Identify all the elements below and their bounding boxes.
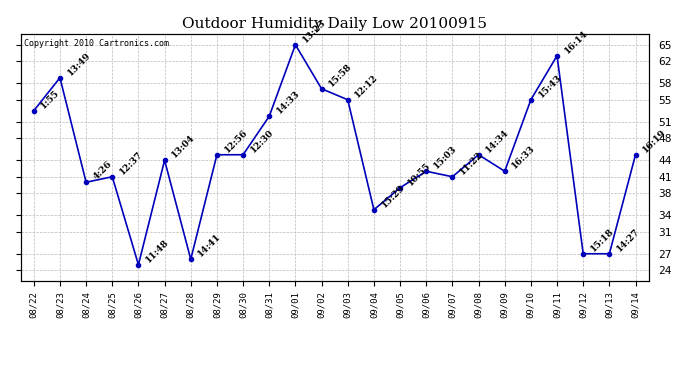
Text: 11:22: 11:22 — [458, 149, 484, 176]
Text: 10:55: 10:55 — [406, 160, 432, 187]
Text: 16:33: 16:33 — [511, 144, 537, 171]
Text: 15:58: 15:58 — [327, 61, 354, 88]
Text: 15:18: 15:18 — [589, 226, 615, 253]
Text: 15:29: 15:29 — [380, 182, 406, 209]
Title: Outdoor Humidity Daily Low 20100915: Outdoor Humidity Daily Low 20100915 — [182, 17, 487, 31]
Text: Copyright 2010 Cartronics.com: Copyright 2010 Cartronics.com — [24, 39, 169, 48]
Text: 1:55: 1:55 — [39, 88, 61, 110]
Text: 14:34: 14:34 — [484, 127, 511, 154]
Text: 14:33: 14:33 — [275, 89, 302, 116]
Text: 13:04: 13:04 — [170, 133, 197, 159]
Text: 4:26: 4:26 — [92, 159, 114, 182]
Text: 13:23: 13:23 — [301, 17, 328, 44]
Text: 16:14: 16:14 — [562, 28, 589, 55]
Text: 12:37: 12:37 — [118, 149, 144, 176]
Text: 12:30: 12:30 — [248, 128, 275, 154]
Text: 11:48: 11:48 — [144, 237, 170, 264]
Text: 13:49: 13:49 — [66, 50, 92, 77]
Text: 12:12: 12:12 — [353, 72, 380, 99]
Text: 14:41: 14:41 — [197, 232, 223, 258]
Text: 15:43: 15:43 — [536, 72, 563, 99]
Text: 16:19: 16:19 — [641, 127, 668, 154]
Text: 14:27: 14:27 — [615, 226, 642, 253]
Text: 15:03: 15:03 — [432, 144, 458, 171]
Text: 12:56: 12:56 — [222, 127, 249, 154]
